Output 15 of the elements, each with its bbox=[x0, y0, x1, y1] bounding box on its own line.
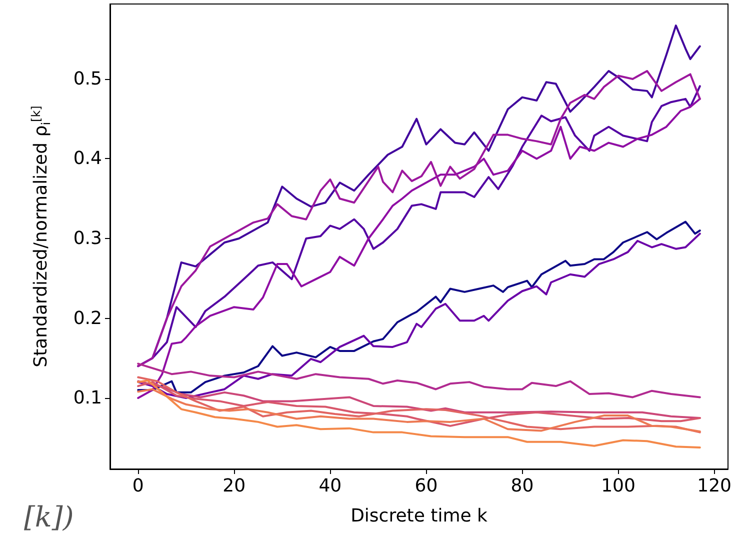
x-axis-title: Discrete time k bbox=[350, 506, 488, 526]
x-tick-label: 100 bbox=[601, 476, 636, 496]
x-tick-label: 40 bbox=[318, 476, 342, 496]
y-tick-label: 0.5 bbox=[73, 68, 102, 90]
x-tick-label: 60 bbox=[414, 476, 438, 496]
y-tick-label: 0.4 bbox=[73, 148, 102, 170]
y-axis-title: Standardized/normalized ρi[k] bbox=[29, 106, 53, 368]
x-tick-label: 80 bbox=[510, 476, 534, 496]
y-tick-label: 0.2 bbox=[73, 308, 102, 329]
y-tick-label: 0.3 bbox=[73, 228, 102, 249]
y-tick-label: 0.1 bbox=[73, 388, 102, 409]
x-tick-label: 20 bbox=[222, 476, 246, 496]
x-tick-label: 0 bbox=[132, 476, 144, 496]
text: [k]) bbox=[24, 500, 74, 533]
x-tick-label: 120 bbox=[697, 476, 732, 496]
